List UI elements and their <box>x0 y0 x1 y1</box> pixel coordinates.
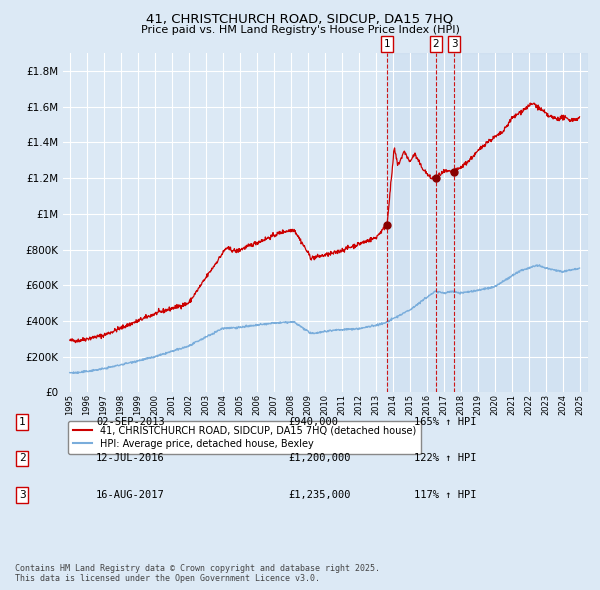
Text: 3: 3 <box>451 39 457 49</box>
Text: 12-JUL-2016: 12-JUL-2016 <box>96 454 165 463</box>
Text: 02-SEP-2013: 02-SEP-2013 <box>96 417 165 427</box>
Text: Price paid vs. HM Land Registry's House Price Index (HPI): Price paid vs. HM Land Registry's House … <box>140 25 460 35</box>
Text: 117% ↑ HPI: 117% ↑ HPI <box>414 490 476 500</box>
Legend: 41, CHRISTCHURCH ROAD, SIDCUP, DA15 7HQ (detached house), HPI: Average price, de: 41, CHRISTCHURCH ROAD, SIDCUP, DA15 7HQ … <box>68 421 421 454</box>
Text: 16-AUG-2017: 16-AUG-2017 <box>96 490 165 500</box>
Text: 165% ↑ HPI: 165% ↑ HPI <box>414 417 476 427</box>
Text: 122% ↑ HPI: 122% ↑ HPI <box>414 454 476 463</box>
Text: £1,235,000: £1,235,000 <box>288 490 350 500</box>
Text: £1,200,000: £1,200,000 <box>288 454 350 463</box>
Text: 1: 1 <box>383 39 391 49</box>
Text: 1: 1 <box>19 417 26 427</box>
Text: 2: 2 <box>19 454 26 463</box>
Text: 3: 3 <box>19 490 26 500</box>
Text: Contains HM Land Registry data © Crown copyright and database right 2025.
This d: Contains HM Land Registry data © Crown c… <box>15 563 380 583</box>
Text: 2: 2 <box>432 39 439 49</box>
Bar <box>387 53 588 392</box>
Text: £940,000: £940,000 <box>288 417 338 427</box>
Text: 41, CHRISTCHURCH ROAD, SIDCUP, DA15 7HQ: 41, CHRISTCHURCH ROAD, SIDCUP, DA15 7HQ <box>146 13 454 26</box>
